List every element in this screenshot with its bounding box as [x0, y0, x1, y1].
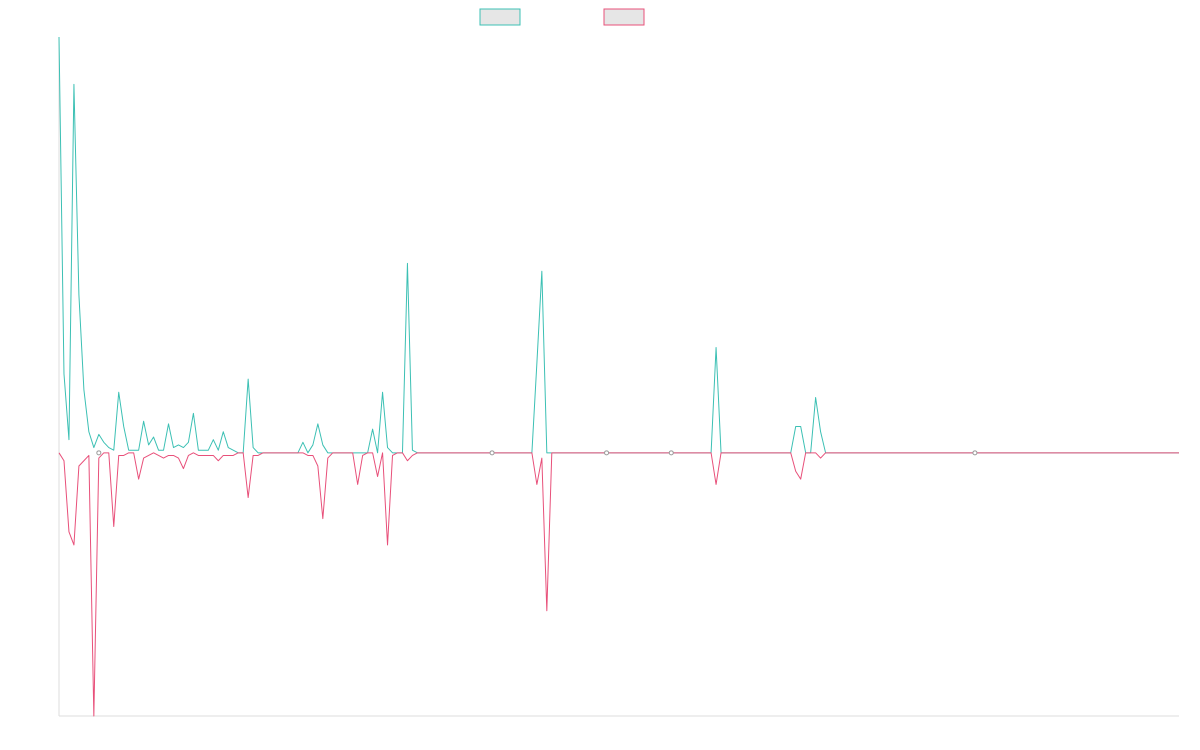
legend-swatch-0[interactable]: [479, 8, 521, 26]
zero-marker-2: [604, 450, 610, 456]
series-line-1: [58, 452, 1179, 717]
legend-swatch-1[interactable]: [603, 8, 645, 26]
zero-marker-4: [972, 450, 978, 456]
series-line-0: [58, 36, 1179, 454]
zero-marker-3: [668, 450, 674, 456]
zero-marker-1: [489, 450, 495, 456]
legend: [479, 8, 645, 26]
zero-marker-0: [96, 450, 102, 456]
series-group: [58, 36, 1179, 717]
